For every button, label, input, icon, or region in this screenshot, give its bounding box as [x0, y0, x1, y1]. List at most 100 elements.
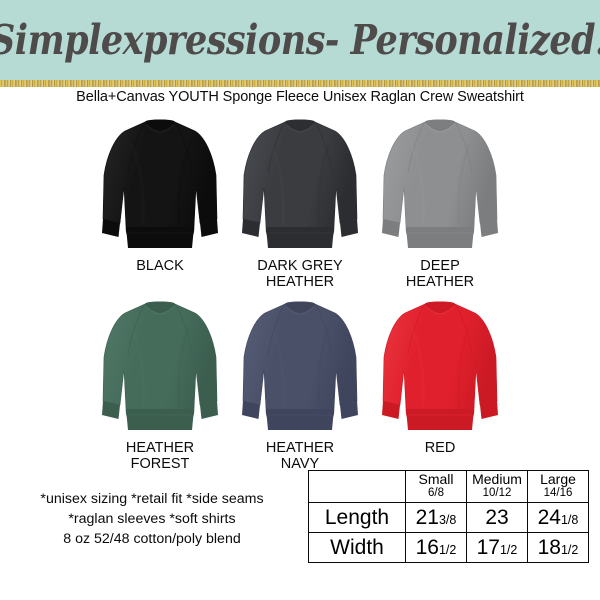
- raglan-seam-right: [175, 122, 193, 174]
- colorway-label: HEATHER NAVY: [265, 440, 335, 472]
- length-large: 241/8: [527, 502, 589, 533]
- table-row: Width 161/2 171/2 181/2: [308, 532, 589, 563]
- cuff-right: [480, 219, 498, 237]
- sweatshirt-illustration: [102, 119, 218, 248]
- length-medium: 23: [466, 502, 528, 533]
- size-column-medium: Medium 10/12: [466, 470, 528, 503]
- sweatshirt-body: [382, 301, 498, 420]
- neck-seam: [286, 306, 314, 315]
- waistband: [406, 227, 474, 248]
- fabric-shading: [269, 144, 285, 226]
- raglan-seam-left: [127, 304, 145, 356]
- cuff-left: [382, 401, 400, 419]
- size-name: Medium: [472, 470, 522, 487]
- value-whole: 21: [415, 505, 439, 529]
- colorway-row-bottom: HEATHER FOREST HEATHER NAVY RED: [0, 297, 600, 472]
- waistband: [266, 227, 334, 248]
- value-fraction: 1/8: [560, 512, 579, 527]
- value-fraction: 1/2: [438, 542, 457, 557]
- shop-title: Simplexpressions- Personalized!: [0, 15, 600, 65]
- size-chart-corner: [308, 470, 406, 503]
- feature-list: *unisex sizing *retail fit *side seams *…: [4, 489, 300, 549]
- fabric-shading: [409, 144, 425, 226]
- cuff-right: [200, 401, 218, 419]
- raglan-seam-right: [455, 122, 473, 174]
- colorway-label: DEEP HEATHER: [405, 258, 475, 290]
- feature-line-2: *raglan sleeves *soft shirts: [68, 511, 236, 527]
- sweatshirt-illustration: [102, 301, 218, 430]
- size-ages: 10/12: [482, 487, 512, 499]
- neck-seam: [286, 124, 314, 133]
- raglan-seam-right: [315, 304, 333, 356]
- cuff-left: [102, 401, 120, 419]
- width-medium: 171/2: [466, 532, 528, 563]
- crew-neck-rib: [425, 119, 455, 131]
- colorway-dark-grey-heather[interactable]: DARK GREY HEATHER: [230, 115, 370, 290]
- waistband: [126, 409, 194, 430]
- fabric-shading: [457, 144, 471, 226]
- colorway-heather-forest[interactable]: HEATHER FOREST: [90, 297, 230, 472]
- measurement-label-width: Width: [308, 532, 406, 563]
- fabric-shading: [129, 326, 145, 408]
- colorway-label: BLACK: [136, 258, 184, 274]
- cuff-right: [480, 401, 498, 419]
- value-whole: 24: [537, 505, 561, 529]
- value-fraction: 1/2: [499, 542, 518, 557]
- sweatshirt-image-heather-navy: [241, 297, 359, 437]
- sweatshirt-image-dark-grey-heather: [241, 115, 359, 255]
- size-column-large: Large 14/16: [527, 470, 589, 503]
- raglan-seam-left: [407, 122, 425, 174]
- value-fraction: 3/8: [438, 512, 457, 527]
- crew-neck-rib: [145, 301, 175, 313]
- cuff-right: [200, 219, 218, 237]
- colorway-deep-heather[interactable]: DEEP HEATHER: [370, 115, 510, 290]
- value-whole: 18: [537, 535, 561, 559]
- crew-neck-rib: [145, 119, 175, 131]
- size-column-small: Small 6/8: [405, 470, 467, 503]
- sweatshirt-image-heather-forest: [101, 297, 219, 437]
- raglan-seam-left: [407, 304, 425, 356]
- crew-neck-rib: [425, 301, 455, 313]
- sweatshirt-illustration: [382, 301, 498, 430]
- neck-seam: [426, 124, 454, 133]
- length-small: 213/8: [405, 502, 467, 533]
- neck-seam: [426, 306, 454, 315]
- cuff-left: [102, 219, 120, 237]
- fabric-shading: [129, 144, 145, 226]
- raglan-seam-left: [127, 122, 145, 174]
- sweatshirt-body: [242, 301, 358, 420]
- width-small: 161/2: [405, 532, 467, 563]
- cuff-left: [242, 401, 260, 419]
- feature-line-3: 8 oz 52/48 cotton/poly blend: [63, 531, 241, 547]
- sweatshirt-body: [382, 119, 498, 238]
- table-header-row: Small 6/8 Medium 10/12 Large 14/16: [308, 470, 589, 503]
- fabric-shading: [269, 326, 285, 408]
- waistband: [406, 409, 474, 430]
- raglan-seam-right: [315, 122, 333, 174]
- sweatshirt-image-black: [101, 115, 219, 255]
- sweatshirt-body: [102, 301, 218, 420]
- colorway-label: RED: [424, 440, 456, 456]
- colorway-row-top: BLACK DARK GREY HEATHER DEEP HEATHER: [0, 115, 600, 290]
- size-name: Large: [540, 470, 576, 487]
- colorway-label: HEATHER FOREST: [125, 440, 195, 472]
- crew-neck-rib: [285, 119, 315, 131]
- feature-line-1: *unisex sizing *retail fit *side seams: [40, 491, 264, 507]
- gold-glitter-divider: [0, 80, 600, 87]
- size-chart: Small 6/8 Medium 10/12 Large 14/16 Lengt…: [308, 470, 589, 563]
- cuff-right: [340, 219, 358, 237]
- fabric-shading: [409, 326, 425, 408]
- width-large: 181/2: [527, 532, 589, 563]
- colorway-heather-navy[interactable]: HEATHER NAVY: [230, 297, 370, 472]
- sweatshirt-body: [102, 119, 218, 238]
- waistband: [126, 227, 194, 248]
- crew-neck-rib: [285, 301, 315, 313]
- raglan-seam-right: [455, 304, 473, 356]
- colorway-red[interactable]: RED: [370, 297, 510, 472]
- measurement-label-length: Length: [308, 502, 406, 533]
- colorway-label: DARK GREY HEATHER: [257, 258, 343, 290]
- product-title: Bella+Canvas YOUTH Sponge Fleece Unisex …: [76, 89, 524, 105]
- colorway-black[interactable]: BLACK: [90, 115, 230, 290]
- sweatshirt-image-deep-heather: [381, 115, 499, 255]
- cuff-right: [340, 401, 358, 419]
